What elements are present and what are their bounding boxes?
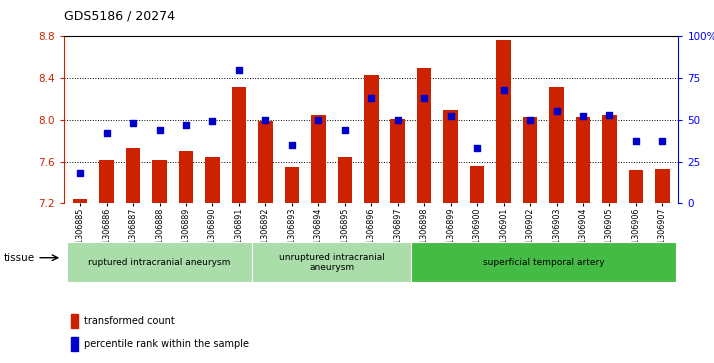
Bar (549, 87, 564, 203)
Text: unruptured intracranial
aneurysm: unruptured intracranial aneurysm (278, 253, 385, 272)
Point (550, 109, 562, 114)
Point (313, 117, 324, 123)
Bar (417, 68, 431, 203)
Bar (252, 242, 411, 282)
Point (101, 130, 112, 136)
Point (445, 114, 456, 119)
Bar (99, 160, 114, 203)
Point (471, 145, 483, 151)
Text: tissue: tissue (4, 253, 35, 263)
Bar (411, 242, 675, 282)
Point (260, 117, 271, 123)
Point (154, 127, 165, 133)
Point (233, 67, 245, 73)
Point (127, 120, 139, 126)
Text: superficial temporal artery: superficial temporal artery (483, 258, 604, 267)
Bar (443, 110, 458, 203)
Bar (470, 166, 484, 203)
Bar (602, 115, 617, 203)
Bar (258, 121, 273, 203)
Bar (73, 199, 87, 203)
Text: transformed count: transformed count (84, 316, 175, 326)
Bar (205, 157, 220, 203)
Point (181, 122, 192, 128)
Point (578, 114, 589, 119)
Bar (126, 148, 141, 203)
Bar (575, 117, 590, 203)
Bar (285, 167, 299, 203)
Point (339, 127, 351, 133)
Bar (523, 117, 538, 203)
Text: GDS5186 / 20274: GDS5186 / 20274 (64, 9, 175, 22)
Bar (71, 337, 78, 351)
Bar (655, 169, 670, 203)
Point (418, 95, 430, 101)
Text: percentile rank within the sample: percentile rank within the sample (84, 339, 249, 349)
Point (392, 117, 403, 123)
Point (366, 95, 377, 101)
Point (630, 139, 642, 144)
Bar (391, 119, 405, 203)
Bar (152, 160, 167, 203)
Point (524, 117, 536, 123)
Point (74, 170, 86, 176)
Bar (71, 314, 78, 329)
Point (207, 119, 218, 125)
Bar (178, 151, 193, 203)
Text: ruptured intracranial aneurysm: ruptured intracranial aneurysm (89, 258, 231, 267)
Bar (628, 170, 643, 203)
Point (657, 139, 668, 144)
Bar (496, 40, 511, 203)
Point (604, 112, 615, 118)
Point (498, 87, 509, 93)
Bar (311, 115, 326, 203)
Bar (231, 87, 246, 203)
Point (286, 142, 298, 148)
Bar (364, 75, 378, 203)
Bar (338, 157, 352, 203)
Bar (67, 242, 252, 282)
